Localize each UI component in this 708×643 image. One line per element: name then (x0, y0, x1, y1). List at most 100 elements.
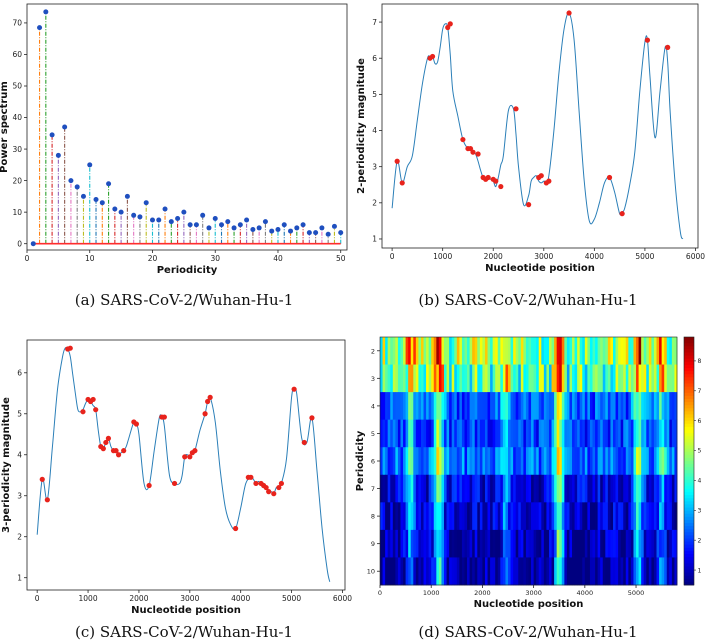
b-xlabel: Nucleotide position (485, 263, 595, 274)
heatmap-cell (400, 447, 404, 476)
colorbar-segment (684, 541, 694, 546)
a-ytick-label: 10 (12, 208, 22, 217)
heatmap-cell (628, 364, 632, 393)
heatmap-cell (438, 392, 442, 421)
colorbar-segment (684, 532, 694, 536)
heatmap-cell (410, 447, 414, 476)
heatmap-cell (385, 474, 389, 503)
heatmap-cell (671, 419, 675, 448)
heatmap-cell (630, 474, 634, 503)
heatmap-cell (592, 474, 596, 503)
heatmap-cell (607, 337, 611, 365)
stem-marker (256, 225, 262, 231)
heatmap-cell (566, 529, 570, 558)
c-peak-marker (192, 448, 198, 454)
heatmap-cell (556, 419, 560, 448)
heatmap-cell (551, 502, 555, 531)
heatmap-cell (438, 447, 442, 476)
heatmap-cell (546, 337, 550, 365)
heatmap-cell (508, 337, 511, 365)
heatmap-cell (397, 447, 401, 476)
c-peak-marker (291, 386, 297, 392)
heatmap-cell (482, 474, 486, 503)
heatmap-cell (630, 364, 634, 393)
heatmap-cell (387, 557, 391, 586)
c-peak-marker (248, 474, 254, 480)
heatmap-cell (392, 364, 396, 393)
heatmap-cell (538, 447, 542, 476)
heatmap-cell (592, 337, 596, 365)
heatmap-cell (397, 392, 401, 421)
heatmap-cell (597, 502, 601, 531)
heatmap-cell (390, 474, 394, 503)
heatmap-cell (390, 502, 394, 531)
heatmap-cell (641, 474, 645, 503)
c-ytick-label: 2 (17, 532, 22, 541)
heatmap-cell (659, 364, 663, 393)
heatmap-cell (630, 447, 634, 476)
heatmap-cell (484, 529, 488, 558)
heatmap-cell (577, 529, 581, 558)
heatmap-cell (625, 474, 629, 503)
heatmap-cell (508, 392, 511, 421)
heatmap-cell (474, 364, 478, 393)
heatmap-cell (515, 447, 519, 476)
c-peak-marker (309, 415, 315, 421)
heatmap-cell (502, 447, 506, 476)
heatmap-cell (664, 337, 668, 365)
heatmap-cell (451, 557, 455, 586)
heatmap-cell (536, 392, 540, 421)
heatmap-cell (651, 419, 655, 448)
heatmap-cell (459, 364, 463, 393)
heatmap-cell (380, 419, 383, 448)
heatmap-cell (666, 502, 670, 531)
heatmap-cell (392, 557, 396, 586)
heatmap-cell (410, 364, 414, 393)
heatmap-cell (589, 337, 593, 365)
heatmap-cell (548, 502, 552, 531)
heatmap-cell (533, 364, 537, 393)
heatmap-cell (397, 557, 401, 586)
heatmap-cell (446, 557, 450, 586)
d-ytick-label: 10 (367, 568, 375, 576)
a-ylabel: Power spectrum (0, 81, 10, 173)
heatmap-cell (449, 337, 453, 365)
heatmap-cell (597, 529, 601, 558)
heatmap-cell (495, 392, 499, 421)
colorbar-segment (684, 389, 694, 394)
heatmap-cell (428, 474, 432, 503)
heatmap-cell (541, 529, 545, 558)
heatmap-cell (656, 529, 660, 558)
heatmap-cell (502, 364, 506, 393)
heatmap-cell (595, 364, 599, 393)
colorbar-segment (684, 473, 694, 477)
heatmap-cell (518, 557, 522, 586)
heatmap-cell (403, 502, 407, 531)
heatmap-cell (426, 419, 430, 448)
heatmap-cell (674, 502, 678, 531)
heatmap-cell (595, 337, 599, 365)
heatmap-cell (492, 392, 496, 421)
panel-a-stem-chart: 0 10 20 30 40 50 0 10 20 30 40 50 60 70 Periodicity Pow… (0, 3, 348, 276)
heatmap-cell (541, 447, 545, 476)
colorbar-segment (684, 560, 694, 564)
heatmap-cell (638, 502, 642, 531)
colorbar-segment (684, 467, 694, 471)
heatmap-cell (633, 392, 637, 421)
heatmap-cell (551, 447, 555, 476)
heatmap-cell (633, 337, 637, 365)
heatmap-cell (515, 529, 519, 558)
colorbar-segment (684, 405, 694, 409)
heatmap-cell (505, 529, 509, 558)
heatmap-cell (449, 447, 453, 476)
heatmap-cell (548, 337, 552, 365)
heatmap-cell (451, 364, 455, 393)
stem-marker (55, 152, 61, 158)
heatmap-cell (431, 557, 435, 586)
heatmap-cell (469, 392, 473, 421)
heatmap-cell (482, 447, 486, 476)
heatmap-cell (426, 502, 430, 531)
heatmap-cell (536, 557, 540, 586)
heatmap-cell (561, 557, 565, 586)
colorbar-segment (684, 386, 694, 391)
